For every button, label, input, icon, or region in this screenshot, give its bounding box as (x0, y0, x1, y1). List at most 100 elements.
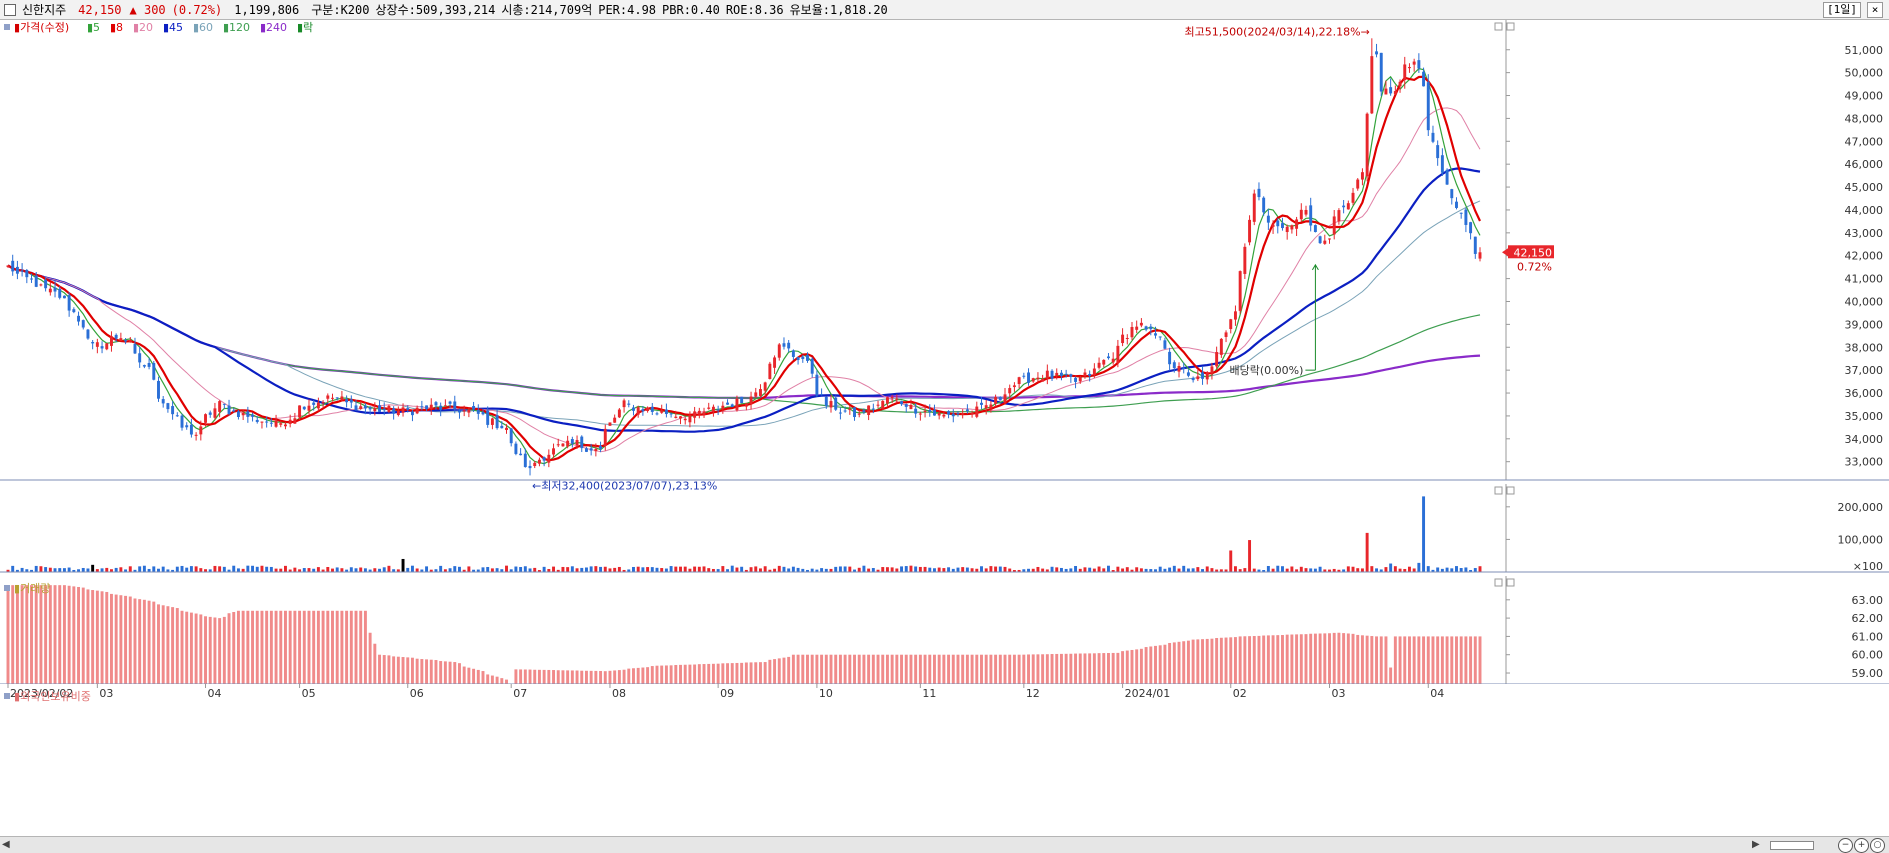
candle-body (1168, 351, 1172, 365)
candle-body (1135, 326, 1139, 330)
volume-bar (1092, 568, 1096, 572)
candle-body (1069, 374, 1073, 377)
legend-ma-120[interactable]: ▮120 (223, 21, 250, 34)
ma45-line (7, 167, 1481, 433)
horizontal-scrollbar[interactable]: ◀ ▶ − + ○ (0, 836, 1889, 853)
foreign-bar (307, 610, 311, 684)
zoom-in-icon[interactable]: + (1854, 838, 1869, 853)
period-button[interactable]: [1일] (1823, 2, 1861, 18)
legend-ma-20[interactable]: ▮20 (133, 21, 153, 34)
zoom-reset-icon[interactable]: ○ (1870, 838, 1885, 853)
scroll-thumb[interactable] (1770, 841, 1814, 850)
volume-bar (885, 567, 889, 572)
foreign-legend: ▮외국인보유비중 (4, 690, 91, 703)
legend-ma-8[interactable]: ▮8 (110, 21, 123, 34)
volume-bar (1177, 568, 1181, 572)
zoom-out-icon[interactable]: − (1838, 838, 1853, 853)
price-tick-label: 36,000 (1845, 387, 1884, 400)
candle-body (171, 406, 175, 415)
volume-bar (900, 566, 904, 572)
volume-bar (429, 569, 433, 572)
candle-body (378, 405, 381, 412)
foreign-bar (1069, 653, 1073, 684)
legend-ma-45[interactable]: ▮45 (163, 21, 183, 34)
candle-body (401, 407, 405, 413)
foreign-bar (241, 610, 245, 684)
dividend-arrow-icon (1311, 263, 1319, 271)
volume-legend: ▮거래량 (4, 582, 50, 595)
volume-unit-label: ×100 (1853, 560, 1883, 573)
volume-bar (975, 568, 979, 572)
foreign-bar (373, 643, 377, 684)
stock-chart[interactable]: 33,000 34,000 35,000 36,000 37,000 38,000 39,0… (0, 20, 1889, 836)
candle-body (744, 403, 748, 407)
candle-body (533, 462, 537, 467)
candle-body (1262, 197, 1266, 213)
legend-ma-240[interactable]: ▮240 (260, 21, 287, 34)
foreign-bar (895, 654, 899, 684)
foreign-bar (363, 610, 367, 684)
volume-bar (801, 568, 805, 572)
volume-bar (152, 566, 156, 572)
candle-body (707, 407, 711, 409)
stock-name[interactable]: 신한지주 (22, 3, 67, 17)
legend-exdate[interactable]: ▮락 (297, 21, 313, 34)
volume-bar (1201, 569, 1204, 572)
volume-bar (514, 566, 518, 572)
price-tick-label: 50,000 (1845, 67, 1884, 80)
dividend-annotation: 배당락(0.00%) (1230, 364, 1304, 377)
candle-body (711, 406, 715, 412)
volume-bar (1436, 567, 1440, 572)
foreign-bar (321, 610, 325, 684)
legend-ma-60[interactable]: ▮60 (193, 21, 213, 34)
candle-body (331, 397, 334, 399)
price-change-pct: (0.72%) (171, 2, 223, 17)
volume-bar (251, 565, 255, 572)
candle-body (222, 403, 226, 405)
scroll-left-icon[interactable]: ◀ (2, 839, 10, 850)
candle-body (998, 397, 1002, 401)
foreign-title[interactable]: ▮외국인보유비중 (14, 690, 91, 703)
foreign-bar (1459, 636, 1463, 684)
candle-body (236, 411, 240, 417)
volume-bar (1337, 569, 1341, 572)
candle-body (862, 410, 866, 413)
volume-bar (867, 568, 871, 572)
checkbox-icon[interactable] (4, 3, 16, 16)
volume-bar (674, 566, 678, 572)
scroll-right-icon[interactable]: ▶ (1752, 839, 1760, 850)
volume-bar (989, 566, 993, 572)
volume-bar (1375, 568, 1379, 572)
foreign-bar (848, 654, 852, 684)
close-icon[interactable]: × (1867, 2, 1883, 18)
foreign-bar (166, 606, 170, 684)
volume-bar (62, 568, 66, 572)
candle-body (810, 358, 814, 374)
volume-bar (279, 568, 283, 572)
foreign-bar (730, 663, 734, 684)
candle-body (1271, 224, 1275, 227)
foreign-bar (1469, 636, 1473, 684)
volume-bar (401, 558, 405, 572)
volume-bar (100, 568, 104, 572)
volume-bar (1158, 566, 1162, 572)
foreign-bar (161, 605, 165, 684)
legend-ma-5[interactable]: ▮5 (87, 21, 100, 34)
volume-title[interactable]: ▮거래량 (14, 582, 50, 595)
volume-bar (843, 566, 847, 572)
volume-bar (1351, 566, 1355, 572)
volume-bar (1154, 569, 1157, 572)
volume-bar (1163, 568, 1167, 572)
volume-bar (791, 566, 795, 572)
foreign-bar (1083, 653, 1087, 684)
volume-bar (307, 568, 311, 572)
volume-bar (937, 567, 941, 572)
volume-bar (763, 566, 767, 572)
foreign-bar (547, 669, 551, 684)
candle-body (91, 341, 95, 344)
pane-close-icon (1506, 486, 1515, 495)
foreign-bar (636, 667, 640, 684)
candle-body (594, 449, 598, 452)
legend-price[interactable]: ▮가격(수정) (14, 21, 69, 34)
candle-body (970, 413, 974, 415)
